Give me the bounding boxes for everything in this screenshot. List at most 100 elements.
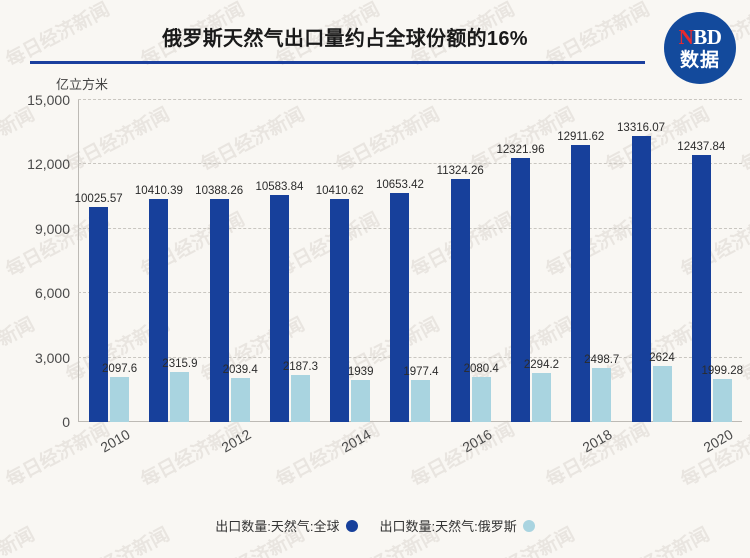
bar-group: 10388.26 2039.4 — [195, 100, 260, 422]
bar-wrapper: 12321.96 — [497, 144, 544, 422]
bar-global[interactable]: 12321.96 — [497, 144, 544, 422]
bar-value-label: 2097.6 — [102, 362, 138, 375]
y-axis-tick-label: 3,000 — [34, 349, 70, 366]
legend-item[interactable]: 出口数量:天然气:俄罗斯 — [380, 516, 535, 535]
bar-group: 12437.84 1999.28 — [677, 100, 743, 422]
y-axis-line — [78, 100, 79, 422]
bar-group: 10025.57 2097.6 — [75, 100, 139, 422]
circle-marker-icon — [345, 519, 358, 532]
bar-value-label: 10388.26 — [195, 185, 244, 197]
bar-global[interactable]: 10410.62 — [316, 185, 364, 422]
page-title: 俄罗斯天然气出口量约占全球份额的16% — [162, 28, 528, 50]
bar-value-label: 1939 — [347, 366, 374, 379]
x-axis-tick-label: 2014 — [338, 426, 374, 456]
gridline: 6,000 — [35, 285, 742, 301]
bar-russia[interactable]: 2315.9 — [162, 358, 197, 422]
bar-group: 12321.96 2294.2 — [497, 100, 561, 422]
bar-value-label: 12321.96 — [496, 143, 545, 156]
bar-value-label: 2187.3 — [282, 361, 319, 374]
bar-value-label: 2039.4 — [222, 364, 258, 377]
bar-wrapper: 1939 — [348, 366, 373, 422]
nbd-logo-subtitle: 数据 — [679, 49, 720, 71]
bar-wrapper: 2294.2 — [524, 359, 559, 422]
bar-group: 10653.42 1977.4 — [376, 100, 440, 422]
bar-global[interactable]: 12911.62 — [557, 131, 604, 422]
bar-wrapper: 2315.9 — [162, 358, 197, 422]
legend-item[interactable]: 出口数量:天然气:全球 — [215, 516, 358, 535]
gridline: 3,000 — [35, 350, 742, 366]
legend-label: 出口数量:天然气:俄罗斯 — [379, 519, 517, 534]
x-axis-tick: 2018 — [576, 426, 615, 455]
gridline: 15,000 — [27, 92, 742, 108]
circle-marker-icon — [522, 519, 535, 532]
y-axis-tick-label: 9,000 — [34, 220, 70, 237]
nbd-logo-letters-bd: BD — [693, 24, 722, 49]
y-axis-tick-label: 12,000 — [27, 156, 70, 173]
chart-legend: 出口数量:天然气:全球 出口数量:天然气:俄罗斯 — [0, 516, 750, 535]
bar-global[interactable]: 13316.07 — [617, 122, 665, 422]
bar-wrapper: 12437.84 — [677, 141, 725, 422]
bar-global[interactable]: 10410.39 — [135, 185, 183, 422]
nbd-logo-wordmark: NBD — [678, 24, 722, 49]
bar-russia[interactable]: 2097.6 — [102, 363, 137, 422]
x-axis-tick-label: 2012 — [218, 426, 254, 456]
x-axis-tick-label: 2018 — [579, 426, 615, 456]
title-divider — [30, 61, 645, 64]
bar-russia[interactable]: 2187.3 — [283, 361, 318, 422]
gridline: 0 — [62, 414, 742, 430]
bar-russia[interactable]: 2294.2 — [524, 359, 559, 422]
bar-group: 10583.84 2187.3 — [255, 100, 320, 422]
bar-wrapper: 1999.28 — [701, 365, 743, 422]
bar-russia[interactable]: 2624 — [649, 352, 675, 422]
bar-russia[interactable]: 2498.7 — [584, 354, 619, 422]
bar-wrapper: 12911.62 — [557, 131, 604, 422]
nbd-logo-letter-n: N — [678, 24, 694, 49]
bar-russia[interactable]: 2039.4 — [223, 364, 258, 422]
x-axis: 2010 2012 2014 2016 2018 2020 — [79, 426, 742, 476]
bar-group: 11324.26 2080.4 — [437, 100, 501, 422]
bar-global[interactable]: 10583.84 — [255, 181, 303, 422]
bar-group: 10410.39 2315.9 — [135, 100, 199, 422]
bar-global[interactable]: 10388.26 — [195, 185, 243, 422]
bar-wrapper: 2498.7 — [584, 354, 619, 422]
bar-value-label: 2498.7 — [584, 354, 620, 367]
bar-value-label: 2294.2 — [523, 358, 560, 371]
x-axis-tick: 2014 — [335, 426, 374, 455]
bar-value-label: 1977.4 — [403, 365, 439, 378]
x-axis-tick: 2010 — [94, 426, 133, 455]
bar-global[interactable]: 11324.26 — [437, 165, 484, 422]
bar-group: 12911.62 2498.7 — [557, 100, 621, 422]
bar-wrapper: 2187.3 — [283, 361, 318, 422]
bar-value-label: 2624 — [649, 351, 675, 364]
bar-wrapper: 10388.26 — [195, 185, 243, 422]
bar-global[interactable]: 10025.57 — [75, 193, 123, 422]
bar-value-label: 2315.9 — [162, 358, 198, 371]
legend-label: 出口数量:天然气:全球 — [215, 519, 340, 534]
bar-global[interactable]: 10653.42 — [376, 179, 424, 422]
bar-value-label: 10025.57 — [74, 192, 123, 205]
bar-global[interactable]: 12437.84 — [677, 141, 725, 422]
y-axis-tick-label: 6,000 — [34, 285, 70, 302]
bar-wrapper: 13316.07 — [617, 122, 665, 422]
bar-wrapper: 2624 — [649, 352, 675, 422]
bar-value-label: 12437.84 — [677, 141, 726, 154]
bar-value-label: 2080.4 — [463, 363, 499, 376]
bar-wrapper: 2080.4 — [464, 363, 499, 422]
x-axis-tick-label: 2020 — [700, 426, 736, 456]
x-axis-tick: 2020 — [696, 426, 735, 455]
y-axis-tick-label: 15,000 — [27, 92, 70, 108]
gridline: 9,000 — [35, 221, 742, 237]
chart-header: 俄罗斯天然气出口量约占全球份额的16% NBD 数据 — [0, 0, 750, 84]
bar-russia[interactable]: 1999.28 — [701, 365, 743, 422]
bar-wrapper: 10410.39 — [135, 185, 183, 422]
bar-value-label: 10410.62 — [315, 184, 364, 197]
bar-russia[interactable]: 1977.4 — [403, 366, 439, 422]
y-axis-title: 亿立方米 — [56, 77, 109, 92]
bar-wrapper: 10025.57 — [75, 193, 123, 422]
bar-russia[interactable]: 1939 — [348, 366, 373, 422]
bar-russia[interactable]: 2080.4 — [464, 363, 499, 422]
bar-value-label: 13316.07 — [617, 122, 665, 135]
bar-wrapper: 2039.4 — [223, 364, 258, 422]
bar-value-label: 10583.84 — [255, 180, 304, 193]
bar-value-label: 10410.39 — [134, 184, 183, 197]
